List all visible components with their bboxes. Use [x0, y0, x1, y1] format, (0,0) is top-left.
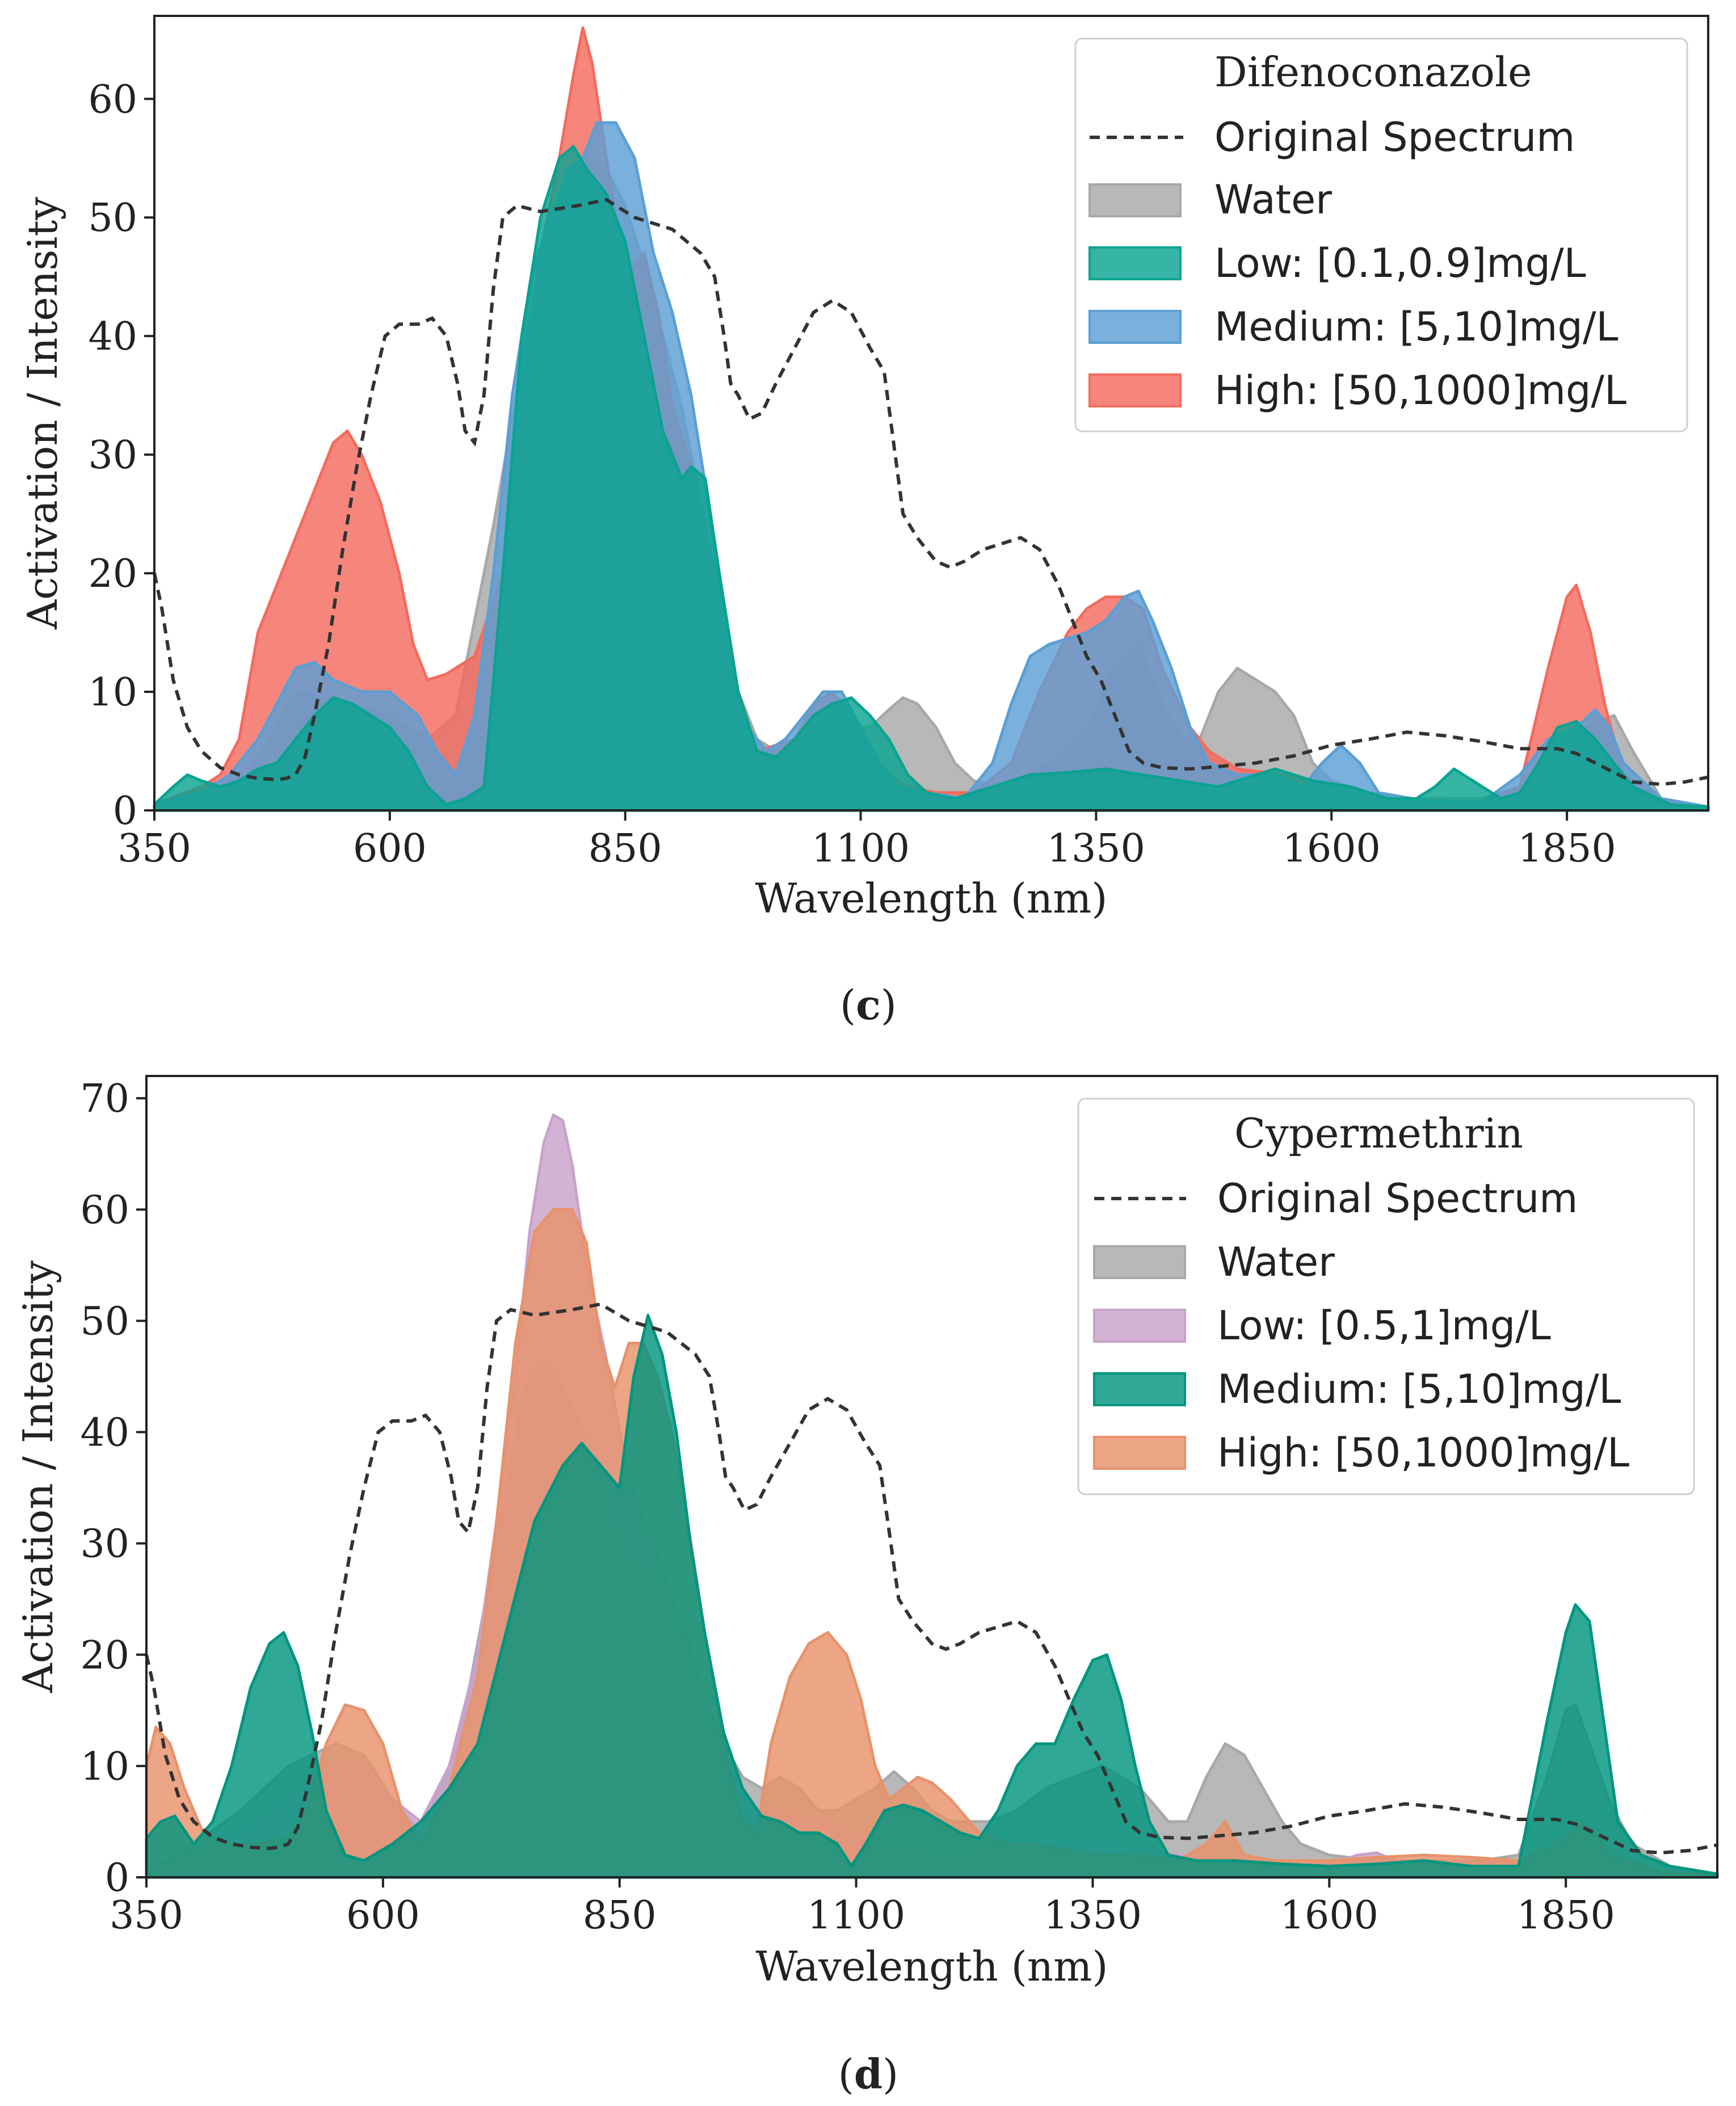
chart-panel-d: 0 10 20 30 40 50 60 70 350 600 850 1100 1350 1600 185…: [14, 1075, 1719, 2098]
panel-c-y-tick-label-50: 50: [88, 196, 137, 241]
panel-d-legend-label-original: Original Spectrum: [1217, 1175, 1578, 1222]
panel-d-series-medium: [145, 1314, 1719, 1879]
panel-c-legend-swatch-high: [1088, 373, 1182, 407]
panel-d-x-tick-label-1600: 1600: [1280, 1893, 1378, 1938]
panel-d-caption: (d): [838, 2050, 899, 2098]
panel-c-legend-entry-medium: Medium: [5,10]mg/L: [1088, 304, 1618, 350]
panel-c-legend-label-water: Water: [1214, 176, 1332, 223]
panel-d-series-layer: [145, 1113, 1719, 1879]
panel-d-y-tick-label-70: 70: [80, 1077, 129, 1121]
panel-c-legend-entry-original: Original Spectrum: [1090, 114, 1575, 161]
panel-d-legend-entry-water: Water: [1093, 1239, 1335, 1285]
panel-c-series-layer: [153, 26, 1710, 812]
panel-c-y-tick-label-20: 20: [88, 552, 137, 596]
panel-c-original-spectrum-line: [153, 197, 1709, 787]
panel-c-x-ticks: 350 600 850 1100 1350 1600 1850: [117, 810, 1616, 871]
panel-c-legend-box: [1074, 37, 1688, 432]
panel-c-x-tick-label-850: 850: [589, 826, 662, 871]
panel-d-x-tick-label-1350: 1350: [1044, 1893, 1142, 1938]
panel-c-y-axis-label: Activation / Intensity: [19, 197, 66, 630]
panel-d-y-tick-label-60: 60: [80, 1188, 129, 1233]
panel-d-plot-frame: [145, 1075, 1718, 1878]
panel-c-y-tick-label-0: 0: [113, 789, 137, 834]
panel-d-legend-label-water: Water: [1217, 1239, 1335, 1285]
panel-c-legend-swatch-water: [1088, 183, 1182, 217]
panel-d-legend-entry-high: High: [50,1000]mg/L: [1093, 1430, 1629, 1476]
panel-d-legend-entry-low: Low: [0.5,1]mg/L: [1093, 1302, 1551, 1349]
panel-c-y-ticks: 0 10 20 30 40 50 60: [88, 77, 154, 834]
panel-d-x-tick-label-600: 600: [346, 1893, 420, 1938]
panel-c-legend-entry-low: Low: [0.1,0.9]mg/L: [1088, 240, 1586, 287]
panel-c-x-tick-label-1850: 1850: [1518, 826, 1616, 871]
panel-d-caption-letter: d: [854, 2050, 882, 2098]
panel-d-y-tick-label-50: 50: [80, 1299, 129, 1344]
panel-d-legend: Cypermethrin Original Spectrum Water Low…: [1077, 1098, 1695, 1495]
panel-c-legend: Difenoconazole Original Spectrum Water L…: [1074, 37, 1688, 432]
panel-d-x-tick-label-850: 850: [583, 1893, 657, 1938]
panel-d-legend-swatch-water: [1093, 1245, 1186, 1279]
panel-d-y-tick-label-30: 30: [80, 1522, 129, 1567]
panel-c-legend-title: Difenoconazole: [1214, 48, 1532, 96]
panel-d-legend-label-medium: Medium: [5,10]mg/L: [1217, 1366, 1621, 1413]
panel-c-caption-open: (: [840, 981, 856, 1029]
panel-d-legend-entry-original: Original Spectrum: [1094, 1175, 1578, 1222]
panel-d-legend-entry-medium: Medium: [5,10]mg/L: [1093, 1366, 1621, 1413]
panel-c-x-tick-label-350: 350: [117, 826, 191, 871]
panel-d-y-tick-label-10: 10: [80, 1745, 129, 1789]
panel-c-legend-swatch-medium: [1088, 310, 1182, 344]
panel-c-y-tick-label-30: 30: [88, 433, 137, 478]
panel-c-x-tick-label-1100: 1100: [812, 826, 910, 871]
panel-d-x-axis-label: Wavelength (nm): [755, 1943, 1108, 1990]
panel-c-x-tick-label-1350: 1350: [1047, 826, 1145, 871]
panel-d-y-ticks: 0 10 20 30 40 50 60 70: [80, 1077, 146, 1901]
panel-c-legend-swatch-low: [1088, 246, 1182, 280]
panel-c-legend-entry-water: Water: [1088, 176, 1332, 223]
panel-c-y-tick-label-60: 60: [88, 77, 137, 122]
panel-c-caption: (c): [840, 981, 897, 1029]
panel-c-legend-label-original: Original Spectrum: [1214, 114, 1575, 161]
panel-d-y-tick-label-20: 20: [80, 1633, 129, 1678]
panel-d-original-spectrum-line: [145, 1302, 1718, 1855]
panel-d-legend-swatch-low: [1093, 1309, 1186, 1343]
panel-d-legend-label-high: High: [50,1000]mg/L: [1217, 1430, 1629, 1476]
panel-c-x-tick-label-1600: 1600: [1283, 826, 1381, 871]
panel-c-caption-close: ): [881, 981, 897, 1029]
panel-d-legend-title: Cypermethrin: [1234, 1109, 1523, 1157]
panel-d-x-tick-label-1100: 1100: [807, 1893, 905, 1938]
panel-d-legend-swatch-medium: [1093, 1372, 1186, 1406]
panel-d-y-tick-label-0: 0: [105, 1856, 129, 1901]
panel-c-x-tick-label-600: 600: [353, 826, 427, 871]
panel-c-plot-frame: [153, 15, 1709, 812]
panel-d-legend-swatch-high: [1093, 1436, 1186, 1470]
panel-d-x-ticks: 350 600 850 1100 1350 1600 1850: [110, 1877, 1615, 1938]
panel-c-caption-letter: c: [856, 981, 881, 1029]
panel-d-caption-open: (: [838, 2050, 854, 2098]
panel-d-y-axis-label: Activation / Intensity: [14, 1260, 62, 1693]
panel-c-y-tick-label-40: 40: [88, 314, 137, 359]
panel-c-series-low: [153, 145, 1710, 812]
panel-c-legend-label-high: High: [50,1000]mg/L: [1214, 367, 1626, 414]
panel-c-legend-label-medium: Medium: [5,10]mg/L: [1214, 304, 1618, 350]
panel-d-y-tick-label-40: 40: [80, 1411, 129, 1456]
panel-d-x-tick-label-1850: 1850: [1517, 1893, 1615, 1938]
panel-d-x-tick-label-350: 350: [110, 1893, 183, 1938]
panel-d-legend-box: [1077, 1098, 1695, 1495]
panel-c-legend-entry-high: High: [50,1000]mg/L: [1088, 367, 1626, 414]
panel-c-legend-label-low: Low: [0.1,0.9]mg/L: [1214, 240, 1586, 287]
panel-c-x-axis-label: Wavelength (nm): [755, 875, 1107, 922]
panel-d-caption-close: ): [882, 2050, 898, 2098]
panel-d-legend-label-low: Low: [0.5,1]mg/L: [1217, 1302, 1551, 1349]
panel-c-y-tick-label-10: 10: [88, 670, 137, 715]
